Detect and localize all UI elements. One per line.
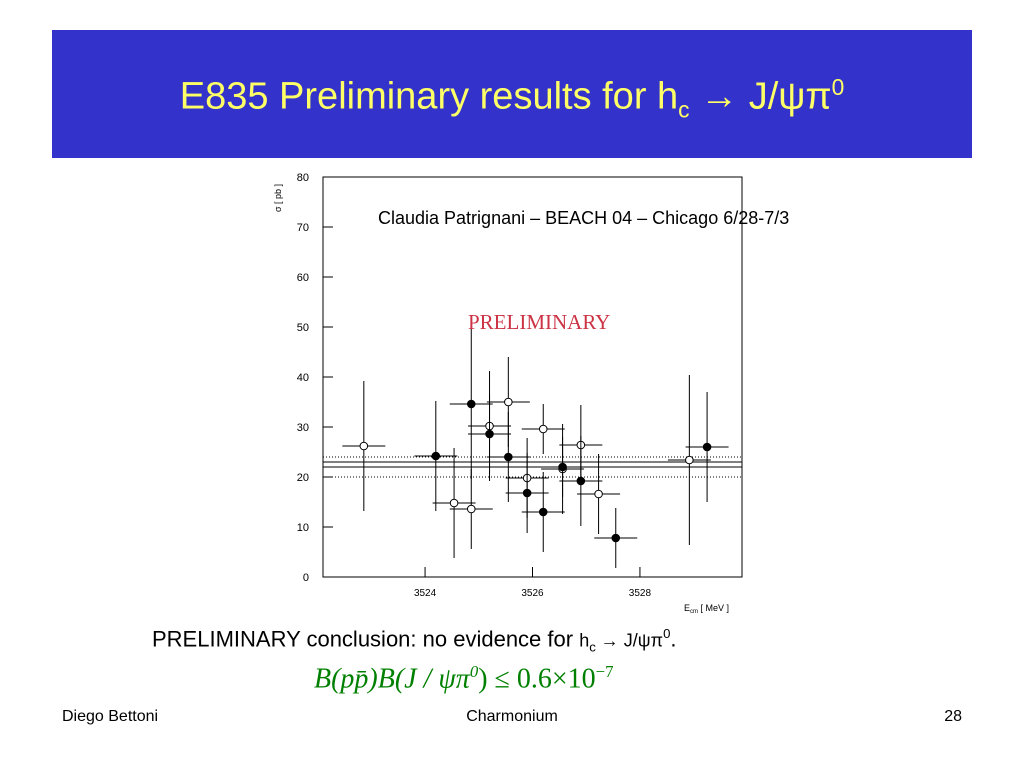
- point: [466, 504, 476, 514]
- point: [485, 429, 494, 439]
- point: [611, 533, 621, 543]
- y-tick-label: 60: [297, 272, 309, 284]
- sub: c: [589, 639, 596, 655]
- point: [449, 498, 459, 508]
- annotation: Claudia Patrignani – BEACH 04 – Chicago …: [378, 208, 790, 228]
- point: [522, 488, 532, 498]
- title-text: E835 Preliminary results for h: [179, 75, 679, 118]
- title-sub: c: [678, 96, 690, 123]
- plot-frame: [322, 176, 743, 578]
- title: E835 Preliminary results for hc → J/ψπ0: [52, 74, 972, 123]
- y-tick-label: 50: [297, 322, 309, 334]
- y-tick-label: 20: [297, 472, 309, 484]
- y-tick-label: 80: [297, 172, 309, 184]
- point: [576, 476, 586, 486]
- footer-left: Diego Bettoni: [62, 708, 159, 725]
- x-tick-label: 3528: [629, 588, 652, 599]
- title-text: → J/ψπ: [689, 75, 832, 118]
- text: PRELIMINARY conclusion: no evidence for: [152, 626, 580, 652]
- text: → J/ψπ: [595, 630, 664, 651]
- annotation: PRELIMINARY: [468, 310, 611, 334]
- y-tick-label: 40: [297, 372, 309, 384]
- point: [685, 455, 694, 465]
- point: [504, 397, 513, 407]
- header: E835 Preliminary results for hc → J/ψπ0: [52, 30, 972, 158]
- point: [558, 462, 567, 472]
- conclusion: PRELIMINARY conclusion: no evidence for …: [152, 626, 677, 655]
- point: [359, 441, 369, 451]
- text: h: [579, 630, 590, 651]
- title-sup: 0: [831, 74, 845, 100]
- point: [702, 442, 712, 452]
- point: [538, 507, 548, 517]
- x-label-text: [ MeV ]: [698, 603, 729, 613]
- point: [466, 399, 476, 409]
- x-axis-label: Ecm [ MeV ]: [684, 603, 729, 615]
- formula-text: B(pp̄)B(J / ψπ: [314, 663, 470, 695]
- formula-text: ) ≤ 0.6×10: [478, 663, 596, 695]
- footer-center: Charmonium: [466, 708, 558, 725]
- sup: 0: [663, 626, 671, 641]
- point: [594, 489, 603, 499]
- x-label-text: E: [684, 603, 690, 613]
- y-axis-label: σ [ pb ]: [273, 184, 283, 212]
- text: .: [670, 626, 677, 652]
- formula-sup: 0: [469, 662, 479, 681]
- x-tick-label: 3526: [521, 588, 544, 599]
- x-tick-label: 3524: [414, 588, 437, 599]
- y-tick-label: 70: [297, 222, 309, 234]
- point: [431, 451, 441, 461]
- formula: B(pp̄)B(J / ψπ0) ≤ 0.6×10−7: [314, 662, 614, 695]
- y-tick-label: 30: [297, 422, 309, 434]
- point: [538, 424, 548, 434]
- y-tick-label: 0: [303, 572, 309, 584]
- footer-right: 28: [944, 708, 962, 725]
- x-label-sub: cm: [690, 609, 698, 615]
- formula-sup: −7: [595, 662, 614, 681]
- y-tick-label: 10: [297, 522, 309, 534]
- point: [504, 452, 513, 462]
